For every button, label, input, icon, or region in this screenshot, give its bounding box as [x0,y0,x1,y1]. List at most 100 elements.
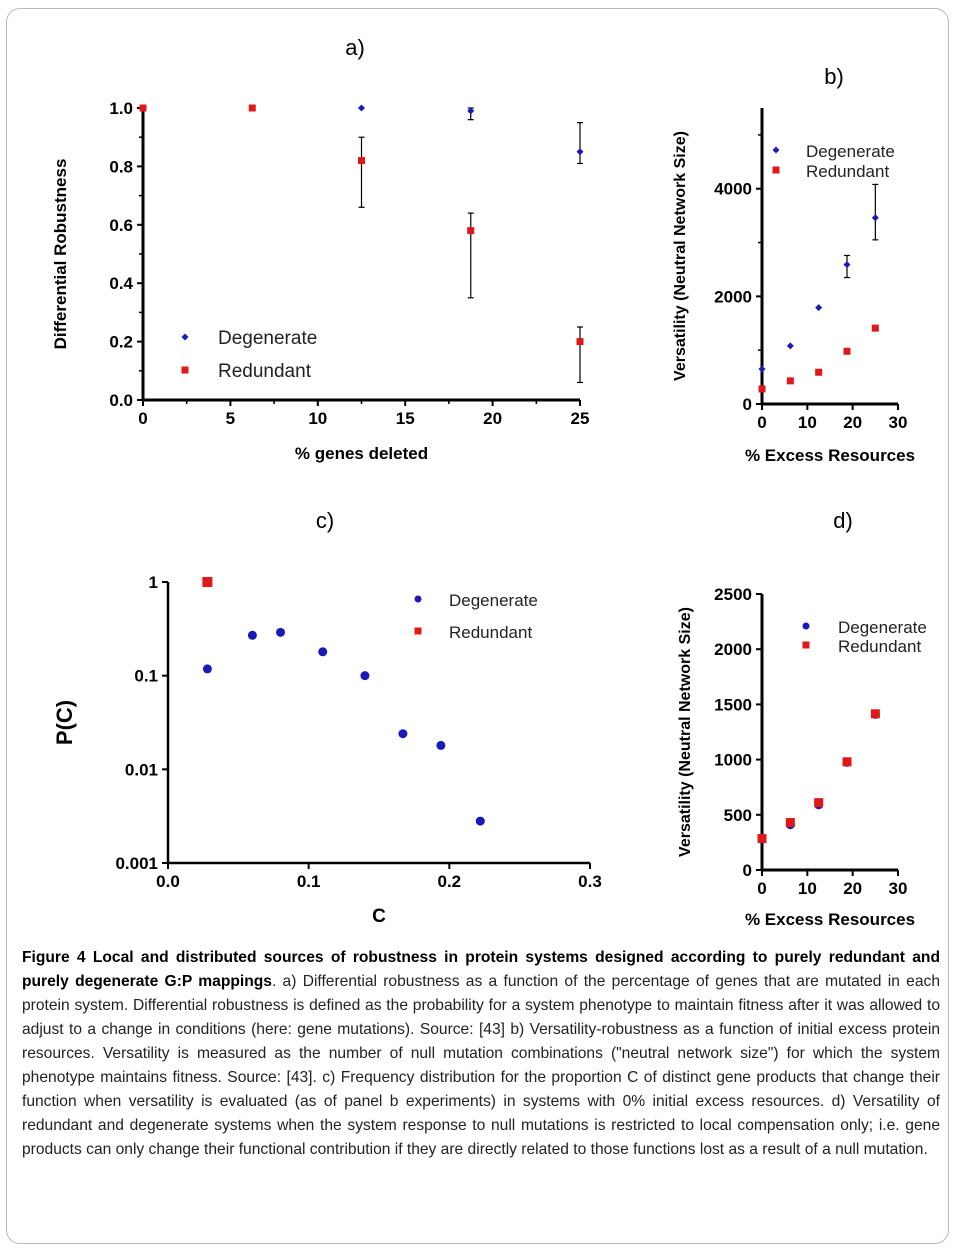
y-tick-label: 0 [743,395,752,414]
x-tick-label: 20 [843,413,862,432]
x-tick-label: 0 [757,879,766,898]
legend-marker-redundant [772,166,780,174]
legend-marker-degenerate [772,146,780,154]
y-tick-label: 0.1 [134,667,158,686]
y-tick-label: 4000 [714,180,752,199]
data-point-degenerate [758,365,766,373]
data-point-redundant [842,757,852,767]
x-tick-label: 15 [396,409,415,428]
data-point-redundant [785,818,795,828]
chart-panel-1: a) 0 5 10 15 20 25 0.0 0.2 0.4 0.6 0.8 1.0 % genes de… [51,35,589,463]
y-tick-label: 1000 [714,751,752,770]
data-point-redundant [871,324,879,332]
data-point-redundant [202,577,213,587]
y-tick-label: 0 [743,861,752,880]
legend-marker-degenerate [802,622,810,630]
x-tick-label: 0.3 [578,872,602,891]
y-axis-title: P(C) [52,700,77,745]
data-point-degenerate [436,740,446,750]
legend-label-degenerate: Degenerate [838,618,927,637]
y-tick-label: 1500 [714,695,752,714]
x-tick-label: 0.2 [438,872,462,891]
x-tick-label: 0.0 [156,872,180,891]
y-tick-label: 0.6 [109,216,133,235]
data-point-degenerate [202,664,212,674]
data-point-degenerate [358,104,365,112]
figure-caption: Figure 4 Local and distributed sources o… [22,946,940,1162]
y-tick-label: 1.0 [109,99,133,118]
x-tick-label: 20 [843,879,862,898]
data-point-degenerate [843,261,851,269]
y-tick-label: 0.001 [115,854,158,873]
data-point-degenerate [815,304,823,312]
legend-marker-redundant [414,627,422,635]
x-tick-label: 0 [757,413,766,432]
data-point-degenerate [576,148,584,156]
data-point-redundant [139,104,147,112]
figure-canvas: a)0 5 10 15 20 250.00.20.40.60.81.0% genes de… [51,35,927,929]
chart-panel-3: c) 0.0 0.1 0.2 0.3 0.001 0.01 0.1 1 C P(C) Degenera… [52,508,602,927]
data-point-degenerate [247,630,257,640]
data-point-degenerate [398,729,408,739]
data-point-redundant [815,368,823,376]
x-axis-title: % genes deleted [295,444,428,463]
legend-marker-degenerate [414,595,422,603]
x-tick-label: 25 [571,409,590,428]
caption-body: . a) Differential robustness as a functi… [22,973,940,1158]
x-tick-label: 10 [798,879,817,898]
y-tick-label: 2000 [714,287,752,306]
x-tick-label: 5 [226,409,235,428]
legend-label-redundant: Redundant [806,162,889,181]
legend-marker-redundant [802,641,810,649]
data-point-degenerate [475,816,485,826]
legend-label-redundant: Redundant [218,361,312,382]
x-tick-label: 0.1 [297,872,321,891]
data-point-redundant [786,377,794,385]
data-point-degenerate [318,647,328,657]
chart-panel-2: b) 0 10 20 30 0 2000 4000 % Excess Resources Vers… [672,64,915,465]
data-point-redundant [757,834,767,844]
figure-frame [6,8,949,1244]
data-point-redundant [467,227,475,235]
data-point-redundant [814,798,824,808]
legend-label-redundant: Redundant [838,637,921,656]
data-point-degenerate [467,107,475,115]
data-point-redundant [358,157,365,165]
y-axis-title: Versatility (Neutral Network Size) [672,131,689,381]
data-point-redundant [870,709,880,719]
data-point-redundant [576,338,584,346]
data-point-redundant [248,104,256,112]
y-tick-label: 0.4 [109,274,133,293]
y-tick-label: 0.0 [109,391,133,410]
x-axis-title: C [372,906,386,927]
x-axis-title: % Excess Resources [745,446,915,465]
data-point-degenerate [276,627,286,637]
y-tick-label: 0.01 [125,760,158,779]
x-tick-label: 10 [308,409,327,428]
y-tick-label: 0.2 [109,333,133,352]
panel-label: b) [824,64,844,89]
y-tick-label: 2000 [714,640,752,659]
data-point-degenerate [360,671,370,681]
y-tick-label: 1 [149,573,158,592]
panel-label: c) [316,508,334,533]
legend-marker-redundant [181,366,189,374]
x-tick-label: 0 [138,409,147,428]
y-axis-title: Versatility (Neutral Network Size) [677,607,694,857]
panel-label: d) [833,508,853,533]
data-point-degenerate [871,214,879,222]
x-axis-title: % Excess Resources [745,910,915,929]
chart-panel-4: d) 0 10 20 30 0 500 1000 1500 2000 2500 % Excess Re… [677,508,927,929]
x-tick-label: 30 [889,879,908,898]
x-tick-label: 20 [483,409,502,428]
data-point-degenerate [786,342,794,350]
panel-label: a) [345,35,365,60]
caption-title: Figure 4 Local and distributed sources o… [22,949,940,990]
data-point-redundant [843,347,851,355]
legend-label-redundant: Redundant [449,623,532,642]
legend-marker-degenerate [181,333,189,341]
legend-label-degenerate: Degenerate [449,591,538,610]
y-tick-label: 2500 [714,585,752,604]
legend-label-degenerate: Degenerate [218,328,317,349]
data-point-redundant [758,385,766,393]
